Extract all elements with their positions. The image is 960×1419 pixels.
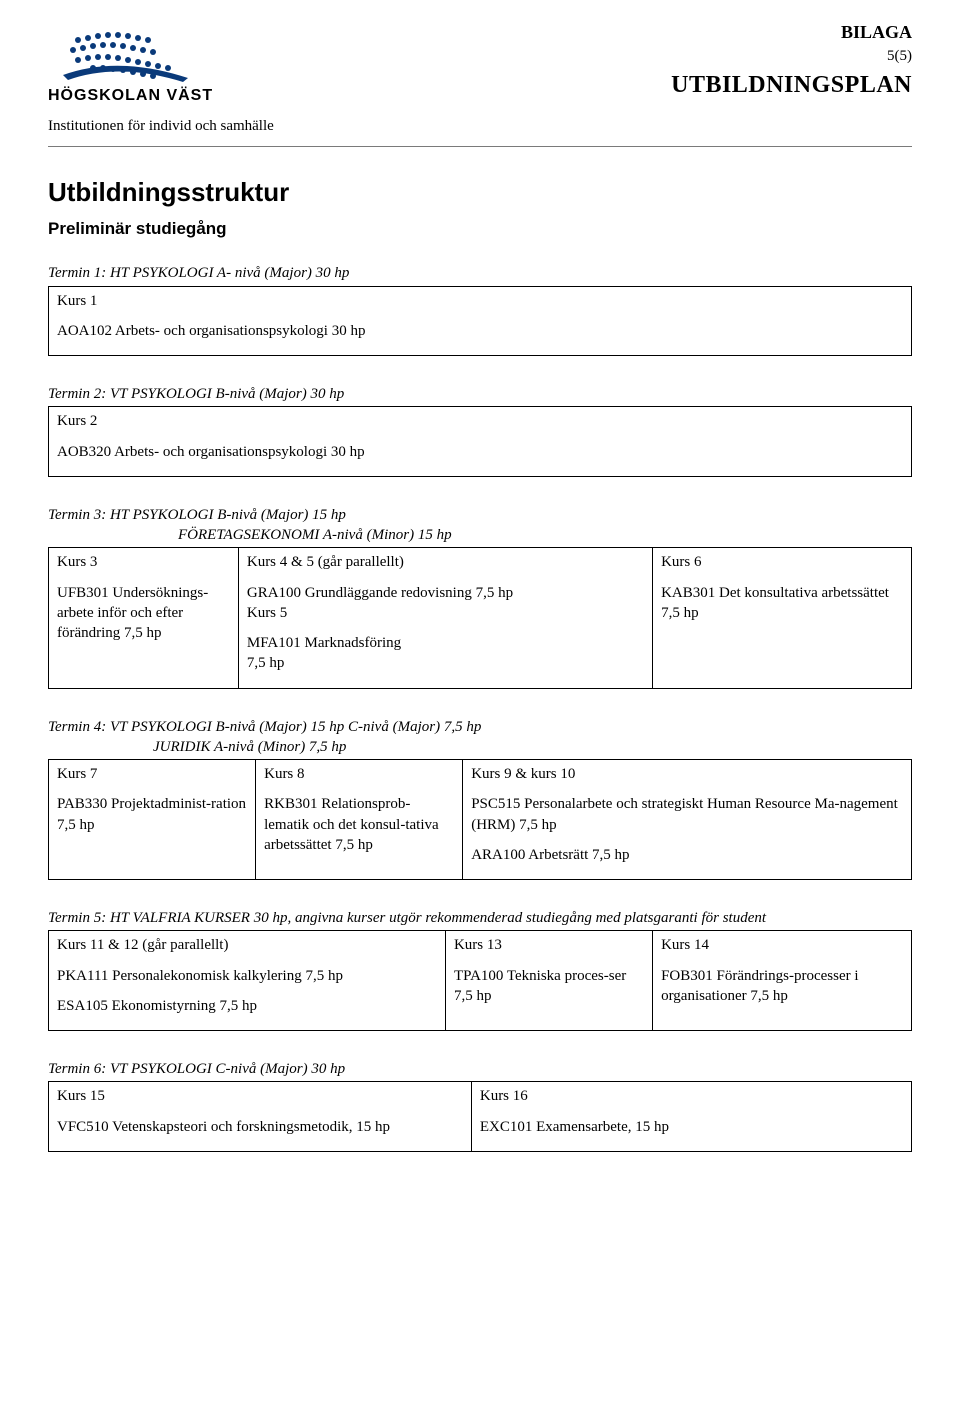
kurs6-body: KAB301 Det konsultativa arbetssättet 7,5… <box>661 583 903 624</box>
termin1-table: Kurs 1 AOA102 Arbets- och organisationsp… <box>48 286 912 357</box>
logo-block: HÖGSKOLAN VÄST Institutionen för individ… <box>48 20 274 136</box>
header-divider <box>48 146 912 147</box>
termin4-table: Kurs 7 PAB330 Projektadminist-ration 7,5… <box>48 759 912 880</box>
kurs15-body: VFC510 Vetenskapsteori och forskningsmet… <box>57 1117 463 1137</box>
kurs8-body: RKB301 Relationsprob-lematik och det kon… <box>264 794 454 855</box>
kurs8-head: Kurs 8 <box>264 764 454 784</box>
termin3-col2: Kurs 4 & 5 (går parallellt) GRA100 Grund… <box>238 548 652 688</box>
kurs1-body: AOA102 Arbets- och organisationspsykolog… <box>57 321 903 341</box>
kurs13-l2: 7,5 hp <box>454 986 644 1006</box>
termin2-heading: Termin 2: VT PSYKOLOGI B-nivå (Major) 30… <box>48 384 912 404</box>
termin3-table: Kurs 3 UFB301 Undersöknings-arbete inför… <box>48 547 912 688</box>
kurs4-5-l3: MFA101 Marknadsföring <box>247 633 644 653</box>
kurs1-head: Kurs 1 <box>57 291 903 311</box>
termin6-col1: Kurs 15 VFC510 Vetenskapsteori och forsk… <box>49 1082 472 1152</box>
termin5-col1: Kurs 11 & 12 (går parallellt) PKA111 Per… <box>49 931 446 1031</box>
termin6-table: Kurs 15 VFC510 Vetenskapsteori och forsk… <box>48 1081 912 1152</box>
termin2-cell: Kurs 2 AOB320 Arbets- och organisationsp… <box>49 407 912 477</box>
kurs3-head: Kurs 3 <box>57 552 230 572</box>
kurs9-10-l1: PSC515 Personalarbete och strategiskt Hu… <box>471 794 903 835</box>
logo-text: HÖGSKOLAN VÄST <box>48 85 213 104</box>
document-title: UTBILDNINGSPLAN <box>671 69 912 101</box>
termin5-col3: Kurs 14 FOB301 Förändrings-processer i o… <box>653 931 912 1031</box>
kurs4-5-head: Kurs 4 & 5 (går parallellt) <box>247 552 644 572</box>
header-right: BILAGA 5(5) UTBILDNINGSPLAN <box>671 20 912 101</box>
kurs3-body: UFB301 Undersöknings-arbete inför och ef… <box>57 583 230 644</box>
kurs11-12-l2: ESA105 Ekonomistyrning 7,5 hp <box>57 996 437 1016</box>
kurs15-head: Kurs 15 <box>57 1086 463 1106</box>
kurs11-12-head: Kurs 11 & 12 (går parallellt) <box>57 935 437 955</box>
termin4-heading-l1: Termin 4: VT PSYKOLOGI B-nivå (Major) 15… <box>48 717 912 737</box>
kurs11-12-l1: PKA111 Personalekonomisk kalkylering 7,5… <box>57 966 437 986</box>
kurs4-5-l2: Kurs 5 <box>247 603 644 623</box>
termin6-col2: Kurs 16 EXC101 Examensarbete, 15 hp <box>471 1082 911 1152</box>
kurs9-10-l2: ARA100 Arbetsrätt 7,5 hp <box>471 845 903 865</box>
kurs4-5-l1: GRA100 Grundläggande redovisning 7,5 hp <box>247 583 644 603</box>
kurs4-5-l4: 7,5 hp <box>247 653 644 673</box>
termin6-heading: Termin 6: VT PSYKOLOGI C-nivå (Major) 30… <box>48 1059 912 1079</box>
kurs14-head: Kurs 14 <box>661 935 903 955</box>
termin5-col2: Kurs 13 TPA100 Tekniska proces-ser 7,5 h… <box>445 931 652 1031</box>
kurs13-l1: TPA100 Tekniska proces-ser <box>454 966 644 986</box>
termin3-col3: Kurs 6 KAB301 Det konsultativa arbetssät… <box>653 548 912 688</box>
kurs7-body: PAB330 Projektadminist-ration 7,5 hp <box>57 794 247 835</box>
main-heading: Utbildningsstruktur <box>48 175 912 210</box>
termin5-heading: Termin 5: HT VALFRIA KURSER 30 hp, angiv… <box>48 908 912 928</box>
hogskolan-vast-logo: HÖGSKOLAN VÄST <box>48 20 248 110</box>
kurs7-head: Kurs 7 <box>57 764 247 784</box>
kurs2-body: AOB320 Arbets- och organisationspsykolog… <box>57 442 903 462</box>
termin4-col2: Kurs 8 RKB301 Relationsprob-lematik och … <box>256 760 463 880</box>
kurs14-body: FOB301 Förändrings-processer i organisat… <box>661 966 903 1007</box>
termin4-col3: Kurs 9 & kurs 10 PSC515 Personalarbete o… <box>463 760 912 880</box>
institution-text: Institutionen för individ och samhälle <box>48 116 274 136</box>
termin4-heading-l2: JURIDIK A-nivå (Minor) 7,5 hp <box>153 737 912 757</box>
termin3-heading-l1: Termin 3: HT PSYKOLOGI B-nivå (Major) 15… <box>48 505 912 525</box>
termin2-table: Kurs 2 AOB320 Arbets- och organisationsp… <box>48 406 912 477</box>
document-header: HÖGSKOLAN VÄST Institutionen för individ… <box>48 20 912 136</box>
bilaga-label: BILAGA <box>671 20 912 44</box>
sub-heading: Preliminär studiegång <box>48 218 912 241</box>
kurs16-head: Kurs 16 <box>480 1086 903 1106</box>
termin1-cell: Kurs 1 AOA102 Arbets- och organisationsp… <box>49 286 912 356</box>
termin4-col1: Kurs 7 PAB330 Projektadminist-ration 7,5… <box>49 760 256 880</box>
kurs13-head: Kurs 13 <box>454 935 644 955</box>
kurs6-head: Kurs 6 <box>661 552 903 572</box>
kurs2-head: Kurs 2 <box>57 411 903 431</box>
kurs16-body: EXC101 Examensarbete, 15 hp <box>480 1117 903 1137</box>
termin3-heading-l2: FÖRETAGSEKONOMI A-nivå (Minor) 15 hp <box>178 525 912 545</box>
termin1-heading: Termin 1: HT PSYKOLOGI A- nivå (Major) 3… <box>48 263 912 283</box>
kurs9-10-head: Kurs 9 & kurs 10 <box>471 764 903 784</box>
page-number: 5(5) <box>671 46 912 66</box>
termin5-table: Kurs 11 & 12 (går parallellt) PKA111 Per… <box>48 930 912 1031</box>
termin3-col1: Kurs 3 UFB301 Undersöknings-arbete inför… <box>49 548 239 688</box>
